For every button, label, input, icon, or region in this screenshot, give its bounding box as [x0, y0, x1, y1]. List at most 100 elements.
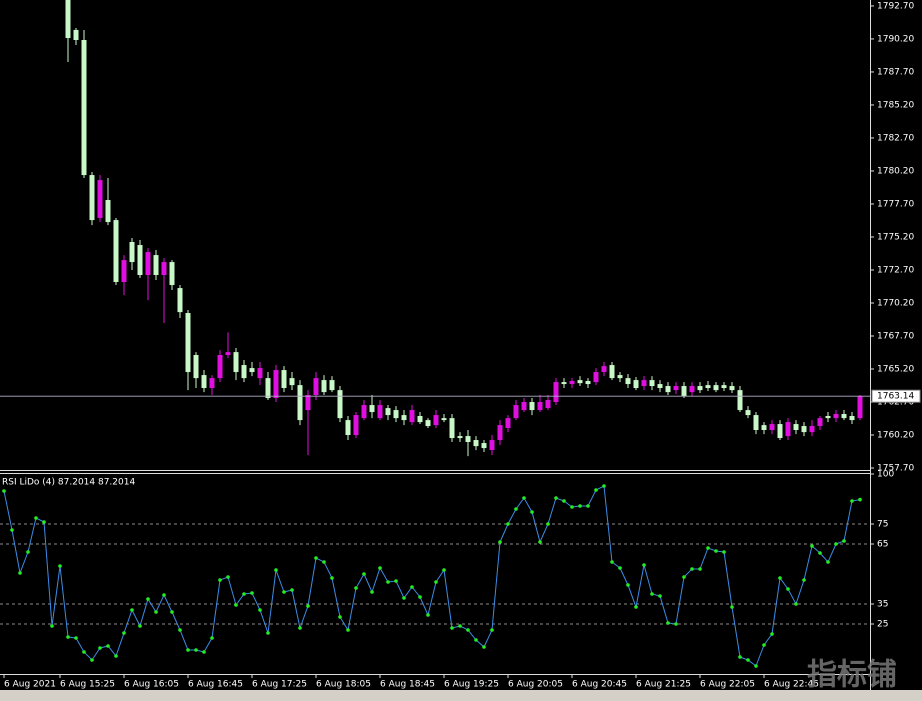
candle-body: [289, 378, 295, 386]
x-tick-label: 6 Aug 17:25: [252, 680, 307, 690]
candle-body: [481, 443, 487, 449]
candle-body: [169, 262, 175, 286]
y-tick-label: 1767.70: [877, 331, 914, 341]
y-tick-label: 1787.70: [877, 67, 914, 77]
candle-body: [425, 420, 431, 427]
candle-body: [161, 262, 167, 276]
rsi-point: [706, 546, 710, 550]
candle-body: [385, 408, 391, 416]
rsi-point: [738, 655, 742, 659]
rsi-point: [674, 622, 678, 626]
candle-body: [257, 368, 263, 379]
rsi-point: [642, 563, 646, 567]
candle-body: [369, 405, 375, 413]
candle-body: [505, 418, 511, 429]
tab-bar: [0, 690, 922, 701]
rsi-point: [298, 626, 302, 630]
y-tick-label: 1765.20: [877, 365, 914, 375]
candle-body: [121, 260, 127, 282]
y-tick-label: 1777.70: [877, 199, 914, 209]
rsi-point: [474, 638, 478, 642]
candle-body: [593, 372, 599, 383]
rsi-point: [250, 591, 254, 595]
rsi-point: [162, 593, 166, 597]
rsi-point: [714, 549, 718, 553]
price-pane: [65, 0, 863, 457]
candle-body: [417, 416, 423, 423]
rsi-point: [354, 586, 358, 590]
y-tick-label: 1775.20: [877, 232, 914, 242]
candle-body: [345, 420, 351, 436]
rsi-point: [50, 624, 54, 628]
candle-body: [81, 40, 87, 176]
rsi-point: [114, 654, 118, 658]
candle-body: [409, 410, 415, 423]
rsi-point: [106, 644, 110, 648]
y-tick-label: 65: [877, 540, 888, 550]
candle-body: [673, 386, 679, 391]
candle-body: [625, 378, 631, 385]
rsi-point: [746, 658, 750, 662]
candle-body: [249, 368, 255, 373]
rsi-point: [266, 631, 270, 635]
candle-body: [641, 380, 647, 387]
candle-body: [233, 352, 239, 373]
candle-body: [729, 386, 735, 391]
candle-body: [457, 436, 463, 439]
candle-body: [521, 402, 527, 411]
candle-body: [705, 385, 711, 389]
x-tick-label: 6 Aug 2021: [4, 680, 56, 690]
candle-body: [537, 402, 543, 411]
candle-body: [465, 436, 471, 443]
y-tick-label: 1792.70: [877, 1, 914, 11]
candle-body: [377, 405, 383, 419]
rsi-point: [650, 592, 654, 596]
rsi-point: [850, 499, 854, 503]
y-tick-label: 1757.70: [877, 464, 914, 474]
rsi-point: [858, 497, 862, 502]
candle-body: [849, 416, 855, 421]
candle-body: [185, 313, 191, 373]
rsi-point: [10, 528, 14, 532]
y-tick-label: 1790.20: [877, 34, 914, 44]
rsi-point: [498, 540, 502, 544]
rsi-point: [58, 564, 62, 568]
rsi-point: [690, 567, 694, 571]
rsi-point: [314, 556, 318, 560]
rsi-point: [730, 605, 734, 609]
rsi-point: [362, 572, 366, 576]
rsi-point: [818, 551, 822, 555]
candle-body: [601, 366, 607, 373]
x-tick-label: 6 Aug 16:45: [188, 680, 243, 690]
rsi-point: [306, 604, 310, 608]
rsi-point: [530, 510, 534, 514]
x-tick-label: 6 Aug 22:45: [764, 680, 819, 690]
candle-body: [73, 29, 79, 41]
rsi-point: [626, 583, 630, 587]
candle-body: [617, 375, 623, 379]
rsi-point: [506, 522, 510, 526]
rsi-point: [562, 499, 566, 503]
rsi-point: [786, 587, 790, 591]
candle-body: [753, 415, 759, 430]
rsi-point: [258, 608, 262, 612]
candle-body: [329, 380, 335, 391]
candle-body: [201, 375, 207, 389]
watermark: 指标铺: [807, 658, 897, 693]
rsi-point: [242, 592, 246, 596]
candle-body: [529, 402, 535, 411]
rsi-point: [482, 645, 486, 649]
y-tick-label: 1780.20: [877, 166, 914, 176]
y-tick-label: 75: [877, 520, 888, 530]
candle-body: [817, 418, 823, 427]
x-tick-label: 6 Aug 21:25: [636, 680, 691, 690]
y-tick-label: 1782.70: [877, 133, 914, 143]
rsi-point: [618, 566, 622, 570]
rsi-point: [234, 603, 238, 607]
rsi-point: [82, 650, 86, 654]
candle-body: [777, 424, 783, 439]
candle-body: [785, 422, 791, 437]
rsi-point: [610, 560, 614, 564]
rsi-point: [722, 550, 726, 554]
x-tick-label: 6 Aug 16:05: [124, 680, 179, 690]
